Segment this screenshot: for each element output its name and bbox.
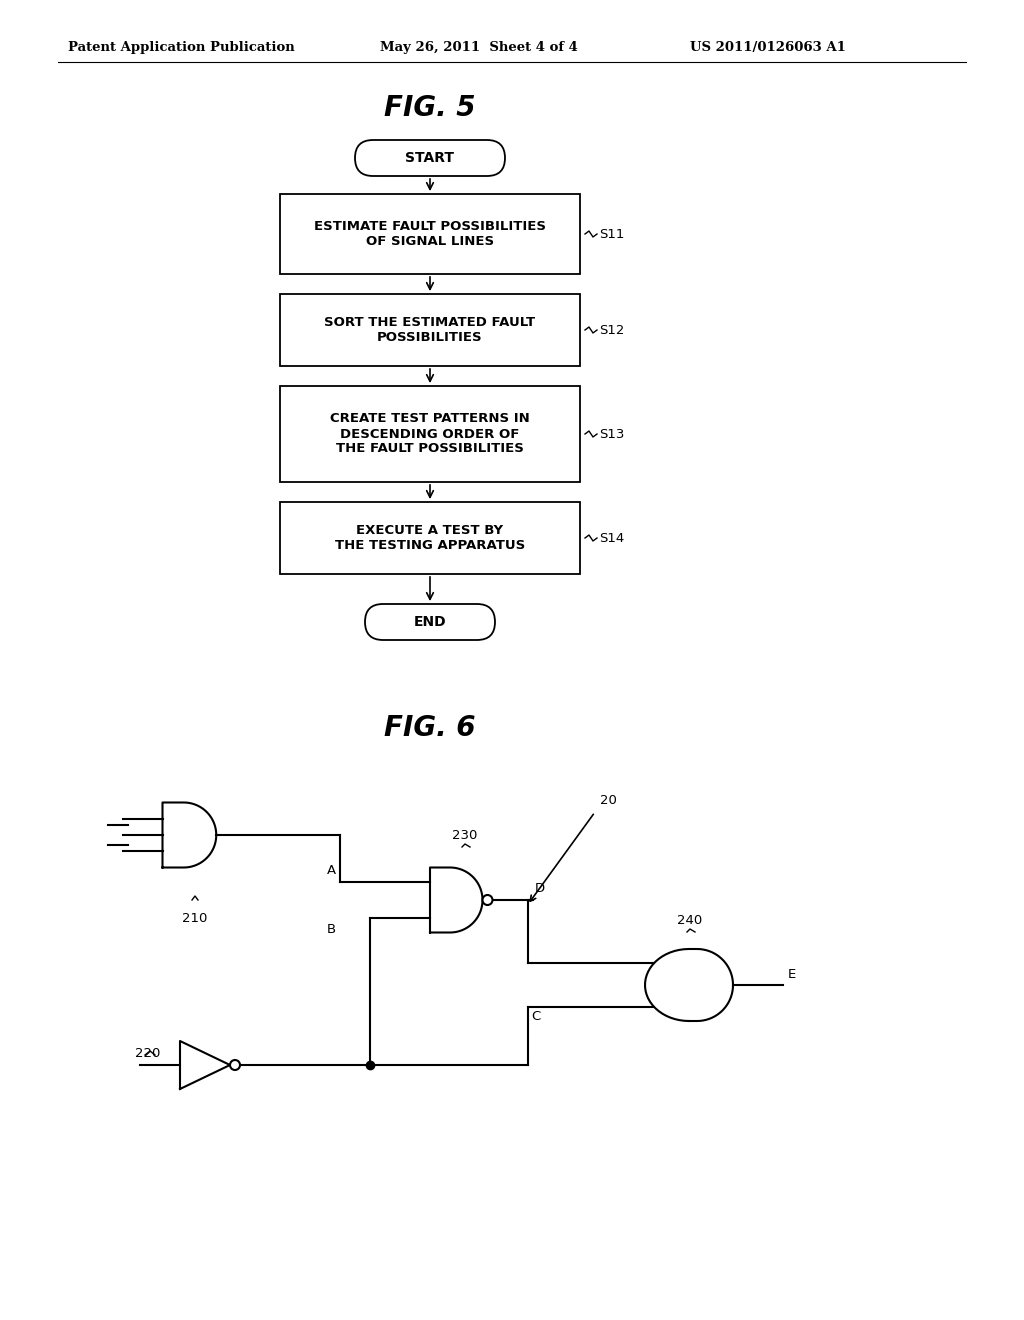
Text: Patent Application Publication: Patent Application Publication <box>68 41 295 54</box>
FancyBboxPatch shape <box>365 605 495 640</box>
Text: SORT THE ESTIMATED FAULT
POSSIBILITIES: SORT THE ESTIMATED FAULT POSSIBILITIES <box>325 315 536 345</box>
Polygon shape <box>645 949 733 1020</box>
Circle shape <box>230 1060 240 1071</box>
Text: 220: 220 <box>135 1047 161 1060</box>
Bar <box>280 294 580 366</box>
Text: E: E <box>788 968 797 981</box>
Text: S12: S12 <box>599 323 625 337</box>
Polygon shape <box>430 867 482 932</box>
Text: D: D <box>535 882 545 895</box>
Bar <box>280 194 580 275</box>
Text: A: A <box>327 865 336 876</box>
Circle shape <box>482 895 493 906</box>
Text: 20: 20 <box>600 793 616 807</box>
Text: START: START <box>406 150 455 165</box>
Text: 230: 230 <box>453 829 477 842</box>
Text: END: END <box>414 615 446 630</box>
Text: FIG. 6: FIG. 6 <box>384 714 476 742</box>
Bar <box>280 385 580 482</box>
Text: S14: S14 <box>599 532 625 544</box>
Text: S11: S11 <box>599 227 625 240</box>
Text: US 2011/0126063 A1: US 2011/0126063 A1 <box>690 41 846 54</box>
Polygon shape <box>180 1041 230 1089</box>
Text: S13: S13 <box>599 428 625 441</box>
Text: 210: 210 <box>182 912 208 925</box>
Text: C: C <box>531 1010 541 1023</box>
Text: CREATE TEST PATTERNS IN
DESCENDING ORDER OF
THE FAULT POSSIBILITIES: CREATE TEST PATTERNS IN DESCENDING ORDER… <box>330 412 529 455</box>
Text: FIG. 5: FIG. 5 <box>384 94 476 121</box>
Text: 240: 240 <box>677 913 702 927</box>
Text: EXECUTE A TEST BY
THE TESTING APPARATUS: EXECUTE A TEST BY THE TESTING APPARATUS <box>335 524 525 552</box>
Text: B: B <box>327 923 336 936</box>
Text: May 26, 2011  Sheet 4 of 4: May 26, 2011 Sheet 4 of 4 <box>380 41 578 54</box>
Bar <box>280 502 580 574</box>
Text: ESTIMATE FAULT POSSIBILITIES
OF SIGNAL LINES: ESTIMATE FAULT POSSIBILITIES OF SIGNAL L… <box>314 220 546 248</box>
Polygon shape <box>163 803 216 867</box>
FancyBboxPatch shape <box>355 140 505 176</box>
